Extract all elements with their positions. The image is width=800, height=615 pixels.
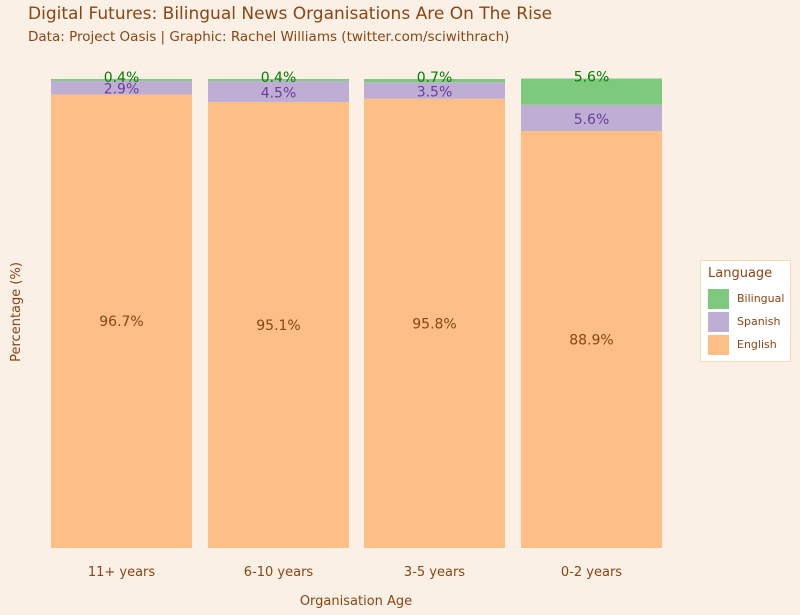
bar-spanish-3-5-years <box>364 82 505 99</box>
legend-swatch-spanish <box>708 312 729 332</box>
y-axis-label: Percentage (%) <box>9 262 24 362</box>
bar-spanish-6-10-years <box>208 80 349 102</box>
bar-spanish-0-2-years <box>521 104 662 132</box>
data-label-spanish-6-10-years: 4.5% <box>261 85 297 101</box>
data-label-bilingual-6-10-years: 0.4% <box>261 70 297 86</box>
legend-label-english: English <box>737 338 777 351</box>
data-label-spanish-11-years: 2.9% <box>104 81 140 97</box>
bar-spanish-11-years <box>51 80 192 95</box>
x-tick-label-0-2-years: 0-2 years <box>561 565 622 580</box>
legend-swatch-english <box>708 335 729 355</box>
x-tick-labels-layer: 11+ years 6-10 years 3-5 years 0-2 years <box>88 565 622 580</box>
chart-title: Digital Futures: Bilingual News Organisa… <box>28 4 553 24</box>
data-label-english-6-10-years: 95.1% <box>256 318 300 334</box>
bar-bilingual-6-10-years <box>208 79 349 81</box>
data-label-english-0-2-years: 88.9% <box>569 333 613 349</box>
bar-english-11-years <box>51 94 192 549</box>
x-tick-label-6-10-years: 6-10 years <box>244 565 314 580</box>
data-label-spanish-0-2-years: 5.6% <box>574 112 610 128</box>
legend-title: Language <box>708 266 773 281</box>
x-tick-label-11-years: 11+ years <box>88 565 156 580</box>
bar-bilingual-3-5-years <box>364 79 505 83</box>
bar-bilingual-11-years <box>51 79 192 81</box>
bar-english-3-5-years <box>364 98 505 548</box>
legend: Language Bilingual Spanish English <box>700 260 791 362</box>
bar-english-6-10-years <box>208 101 349 548</box>
bar-english-0-2-years <box>521 131 662 548</box>
legend-label-spanish: Spanish <box>737 315 781 328</box>
data-label-bilingual-0-2-years: 5.6% <box>574 70 610 86</box>
legend-swatch-bilingual <box>708 289 729 309</box>
data-label-english-3-5-years: 95.8% <box>412 316 456 332</box>
x-tick-label-3-5-years: 3-5 years <box>404 565 465 580</box>
data-label-spanish-3-5-years: 3.5% <box>417 84 453 100</box>
data-label-bilingual-3-5-years: 0.7% <box>417 70 453 86</box>
data-label-english-11-years: 96.7% <box>99 314 143 330</box>
x-axis-label: Organisation Age <box>300 594 412 609</box>
bars-layer <box>51 78 662 549</box>
data-label-bilingual-11-years: 0.4% <box>104 70 140 86</box>
bar-bilingual-0-2-years <box>521 78 662 105</box>
data-labels-layer: 96.7%2.9%0.4%95.1%4.5%0.4%95.8%3.5%0.7%8… <box>99 70 613 349</box>
legend-label-bilingual: Bilingual <box>737 292 785 305</box>
chart-subtitle: Data: Project Oasis | Graphic: Rachel Wi… <box>28 29 510 45</box>
